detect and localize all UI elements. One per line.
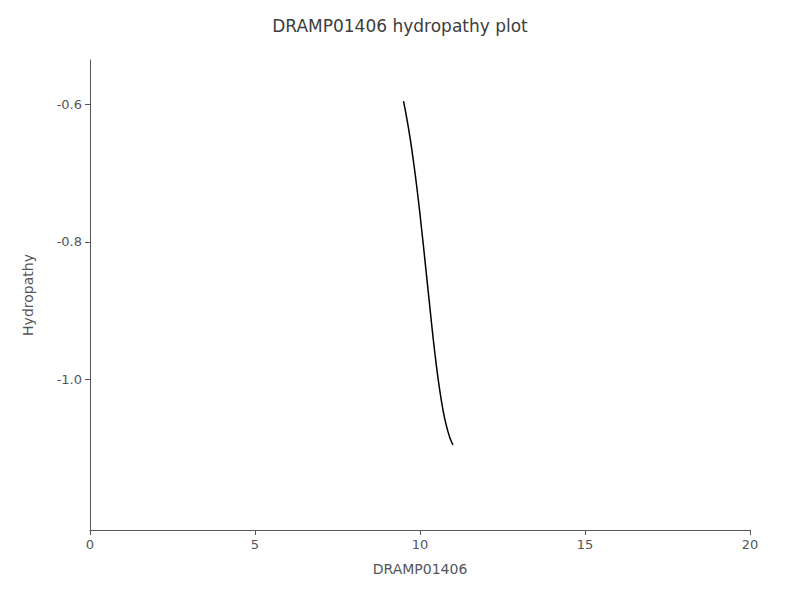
svg-text:15: 15 <box>577 537 594 552</box>
svg-text:5: 5 <box>251 537 259 552</box>
svg-text:Hydropathy: Hydropathy <box>20 254 36 336</box>
svg-text:10: 10 <box>412 537 429 552</box>
svg-text:0: 0 <box>86 537 94 552</box>
svg-text:-0.6: -0.6 <box>57 97 82 112</box>
svg-text:-1.0: -1.0 <box>57 372 82 387</box>
svg-text:DRAMP01406: DRAMP01406 <box>373 561 468 577</box>
svg-text:DRAMP01406 hydropathy plot: DRAMP01406 hydropathy plot <box>272 16 528 36</box>
svg-text:-0.8: -0.8 <box>57 234 82 249</box>
svg-text:20: 20 <box>742 537 759 552</box>
